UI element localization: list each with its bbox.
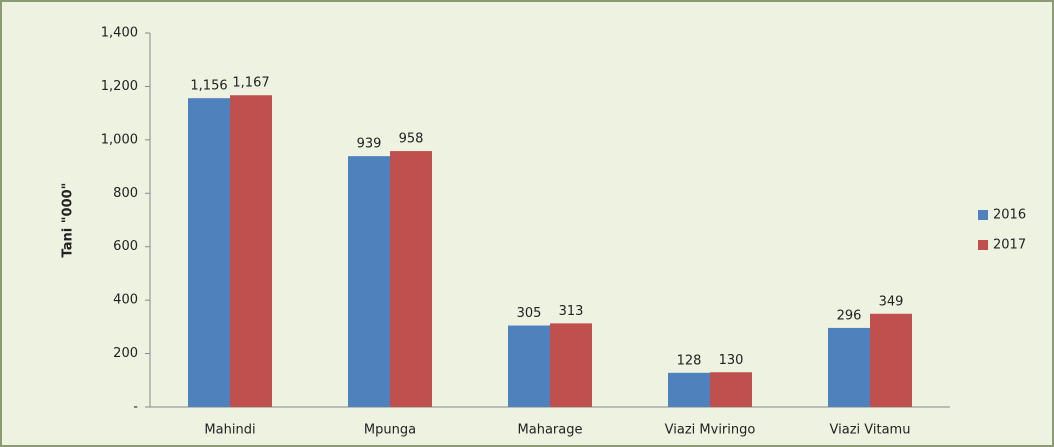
data-label: 305 — [517, 306, 542, 321]
y-tick-label: 1,200 — [101, 79, 138, 94]
data-label: 349 — [879, 294, 904, 309]
data-label: 1,156 — [190, 79, 227, 94]
bar — [188, 98, 230, 407]
y-tick-label: 1,400 — [101, 26, 138, 41]
data-label: 130 — [719, 353, 744, 368]
x-tick-label: Viazi Mviringo — [665, 423, 756, 438]
data-label: 958 — [399, 132, 424, 147]
y-tick-label: 1,000 — [101, 132, 138, 147]
data-label: 939 — [357, 137, 382, 152]
legend-swatch — [978, 240, 988, 250]
y-axis-label: Tani "000" — [61, 183, 76, 258]
x-tick-label: Viazi Vitamu — [830, 423, 911, 438]
data-label: 296 — [837, 308, 862, 323]
y-tick-label: 400 — [113, 293, 138, 308]
bar — [508, 325, 550, 407]
data-label: 1,167 — [232, 76, 269, 91]
bar — [828, 327, 870, 407]
legend-label: 2017 — [993, 238, 1026, 253]
bar — [348, 156, 390, 407]
x-tick-label: Mahindi — [204, 423, 255, 438]
bar — [710, 372, 752, 407]
bar — [230, 95, 272, 407]
y-tick-label: 600 — [113, 239, 138, 254]
bar — [870, 313, 912, 407]
legend-label: 2016 — [993, 208, 1026, 223]
y-tick-label: - — [133, 400, 138, 415]
bar — [550, 323, 592, 407]
bar — [390, 151, 432, 407]
bar — [668, 372, 710, 407]
y-tick-label: 200 — [113, 346, 138, 361]
data-label: 128 — [677, 353, 702, 368]
data-label: 313 — [559, 304, 584, 319]
x-tick-label: Mpunga — [364, 423, 416, 438]
x-tick-label: Maharage — [518, 423, 583, 438]
legend-swatch — [978, 210, 988, 220]
y-tick-label: 800 — [113, 186, 138, 201]
